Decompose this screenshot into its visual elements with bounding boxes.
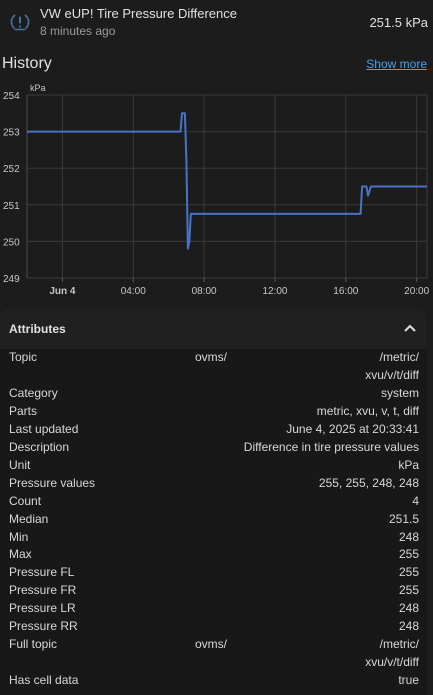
attribute-row: Unit kPa [0,457,427,475]
attribute-key: Parts [9,403,38,418]
attribute-key: Topic [9,350,38,364]
attribute-key: Category [9,385,58,400]
attribute-key: Pressure RR [9,619,78,634]
attribute-row: xvu/v/t/diff [0,367,427,385]
attribute-key: Pressure values [9,475,96,490]
attribute-key: Full topic [9,637,58,652]
attribute-value: 248 [398,529,419,544]
attributes-header[interactable]: Attributes [0,309,427,349]
chart-axes: 249 250 251 252 253 254 Jun 4 04:00 08:00 12:00 16… [3,83,430,297]
attributes-title: Attributes [9,322,66,336]
attribute-key: Pressure LR [9,601,76,616]
attribute-value: /metric/ [379,350,419,364]
attribute-row: Parts metric, xvu, v, t, diff [0,403,427,421]
attribute-value-prefix: ovms/ [195,637,228,652]
x-tick-label: 12:00 [262,286,287,297]
attribute-row: Pressure FL 255 [0,564,427,582]
attribute-row: xvu/v/t/diff [0,654,427,672]
attribute-value: kPa [398,457,419,472]
attribute-row: Pressure RR 248 [0,618,427,636]
attribute-value: /metric/ [379,637,419,652]
x-tick-label: 20:00 [404,286,429,297]
tire-pressure-alert-icon [2,4,38,40]
attribute-key: Max [9,547,32,562]
attribute-row: Pressure LR 248 [0,600,427,618]
attribute-row: Full topic ovms/ /metric/ [0,636,427,654]
entity-name: VW eUP! Tire Pressure Difference [40,6,237,21]
attribute-value: metric, xvu, v, t, diff [316,403,419,418]
attribute-key: Min [9,529,29,544]
x-tick-label: 08:00 [192,286,217,297]
attribute-row: Min 248 [0,529,427,547]
chevron-up-icon[interactable] [403,321,417,335]
attribute-value: xvu/v/t/diff [365,367,419,382]
series-line [27,112,427,250]
attribute-row: Description Difference in tire pressure v… [0,439,427,457]
chart-series [27,112,427,250]
y-tick-label: 253 [3,128,20,139]
history-title: History [2,55,52,72]
attribute-key: Last updated [9,421,79,436]
history-chart[interactable]: 249 250 251 252 253 254 Jun 4 04:00 08:00 12:00 16… [0,82,433,302]
attribute-key: Description [9,439,70,454]
attribute-value: 248 [398,619,419,634]
attribute-key: Unit [9,457,31,472]
y-tick-label: 249 [3,274,20,285]
y-tick-label: 252 [3,164,20,175]
x-tick-label: 04:00 [121,286,146,297]
attribute-row: Pressure values 255, 255, 248, 248 [0,475,427,493]
y-tick-label: 251 [3,201,20,212]
attribute-value: 248 [398,601,419,616]
attribute-value: system [380,385,419,400]
attribute-value: true [398,673,419,688]
x-tick-label: Jun 4 [49,286,76,297]
attribute-key: Pressure FL [9,565,75,580]
attribute-value: 255 [398,547,419,562]
attributes-panel: Attributes Topic ovms/ /metric/xvu/v/t/dif… [0,309,427,695]
attribute-row: Category system [0,385,427,403]
attribute-row: Last updated June 4, 2025 at 20:33:41 [0,421,427,439]
attribute-key: Median [9,511,49,526]
attribute-row: Count 4 [0,493,427,511]
y-tick-label: 250 [3,237,20,248]
attribute-value: xvu/v/t/diff [365,655,419,670]
entity-header[interactable]: VW eUP! Tire Pressure Difference 8 minut… [0,0,433,44]
attribute-value: 251.5 [388,511,419,526]
attribute-value: 4 [412,493,419,508]
y-tick-label: 254 [3,91,20,102]
last-changed: 8 minutes ago [40,24,116,38]
y-axis-unit-label: kPa [30,83,46,93]
entity-state: 251.5 kPa [369,15,428,30]
attribute-value: 255 [398,565,419,580]
attribute-value: 255, 255, 248, 248 [318,475,419,490]
attribute-key: Pressure FR [9,583,77,598]
attribute-value: June 4, 2025 at 20:33:41 [286,421,419,436]
attribute-row: Pressure FR 255 [0,582,427,600]
show-more-link[interactable]: Show more [366,57,427,71]
attribute-value: 255 [398,583,419,598]
x-tick-label: 16:00 [333,286,358,297]
attribute-row: Has cell data true [0,672,427,690]
attribute-value-prefix: ovms/ [195,350,228,364]
attribute-row: Topic ovms/ /metric/ [0,349,427,367]
attribute-value: Difference in tire pressure values [243,439,419,454]
attribute-key: Count [9,493,42,508]
attribute-key: Has cell data [9,673,79,688]
attribute-row: Max 255 [0,546,427,564]
attribute-row: Median 251.5 [0,511,427,529]
